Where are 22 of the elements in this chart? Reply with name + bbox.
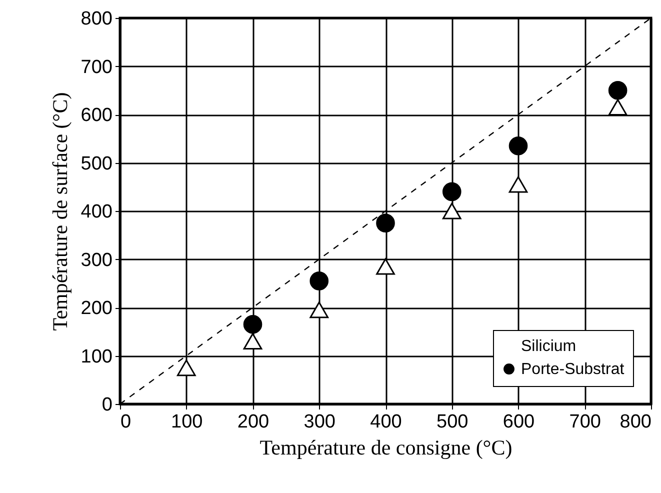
y-tick-label: 800 (80, 8, 112, 30)
y-tick-label: 700 (80, 56, 112, 78)
x-axis-title: Température de consigne (°C) (260, 436, 512, 460)
y-tick-label: 100 (80, 346, 112, 368)
y-tick-label: 200 (80, 298, 112, 319)
x-tick-label: 800 (620, 412, 652, 432)
y-tick-label: 500 (80, 153, 112, 174)
x-tick-label: 400 (370, 412, 402, 432)
x-tick-label: 500 (436, 412, 468, 432)
y-tick-label: 600 (80, 105, 112, 126)
y-tick-label: 400 (80, 202, 112, 222)
x-tick-label: 0 (120, 412, 132, 432)
y-tick-label: 300 (80, 250, 112, 271)
x-tick-label: 300 (304, 412, 336, 432)
y-tick-label: 0 (102, 394, 112, 416)
x-tick-label: 700 (569, 412, 601, 432)
x-tick-label: 100 (171, 412, 203, 432)
y-axis-title: Température de surface (°C) (48, 92, 72, 331)
x-tick-label: 600 (502, 412, 535, 432)
x-tick-label: 200 (237, 412, 270, 432)
text: Silicium (521, 338, 576, 355)
legend-label: Porte-Substrat (521, 361, 625, 378)
